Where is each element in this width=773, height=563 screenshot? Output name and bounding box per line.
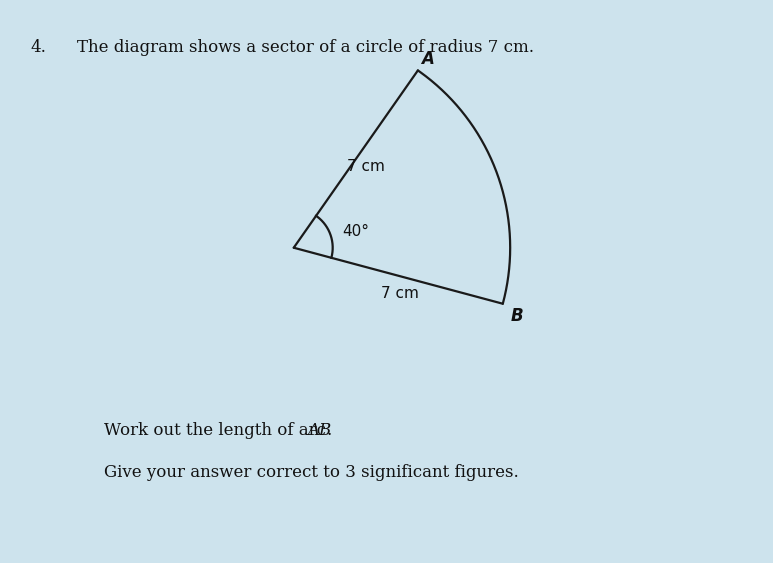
Text: AB: AB (307, 422, 331, 439)
Text: B: B (510, 307, 523, 325)
Text: A: A (421, 50, 434, 68)
Text: 4.: 4. (31, 39, 47, 56)
Text: 7 cm: 7 cm (381, 286, 419, 301)
Text: The diagram shows a sector of a circle of radius 7 cm.: The diagram shows a sector of a circle o… (77, 39, 534, 56)
Text: .: . (326, 422, 332, 439)
Text: Work out the length of arc: Work out the length of arc (104, 422, 332, 439)
Text: 40°: 40° (342, 224, 369, 239)
Text: Give your answer correct to 3 significant figures.: Give your answer correct to 3 significan… (104, 464, 519, 481)
Text: 7 cm: 7 cm (347, 159, 385, 173)
